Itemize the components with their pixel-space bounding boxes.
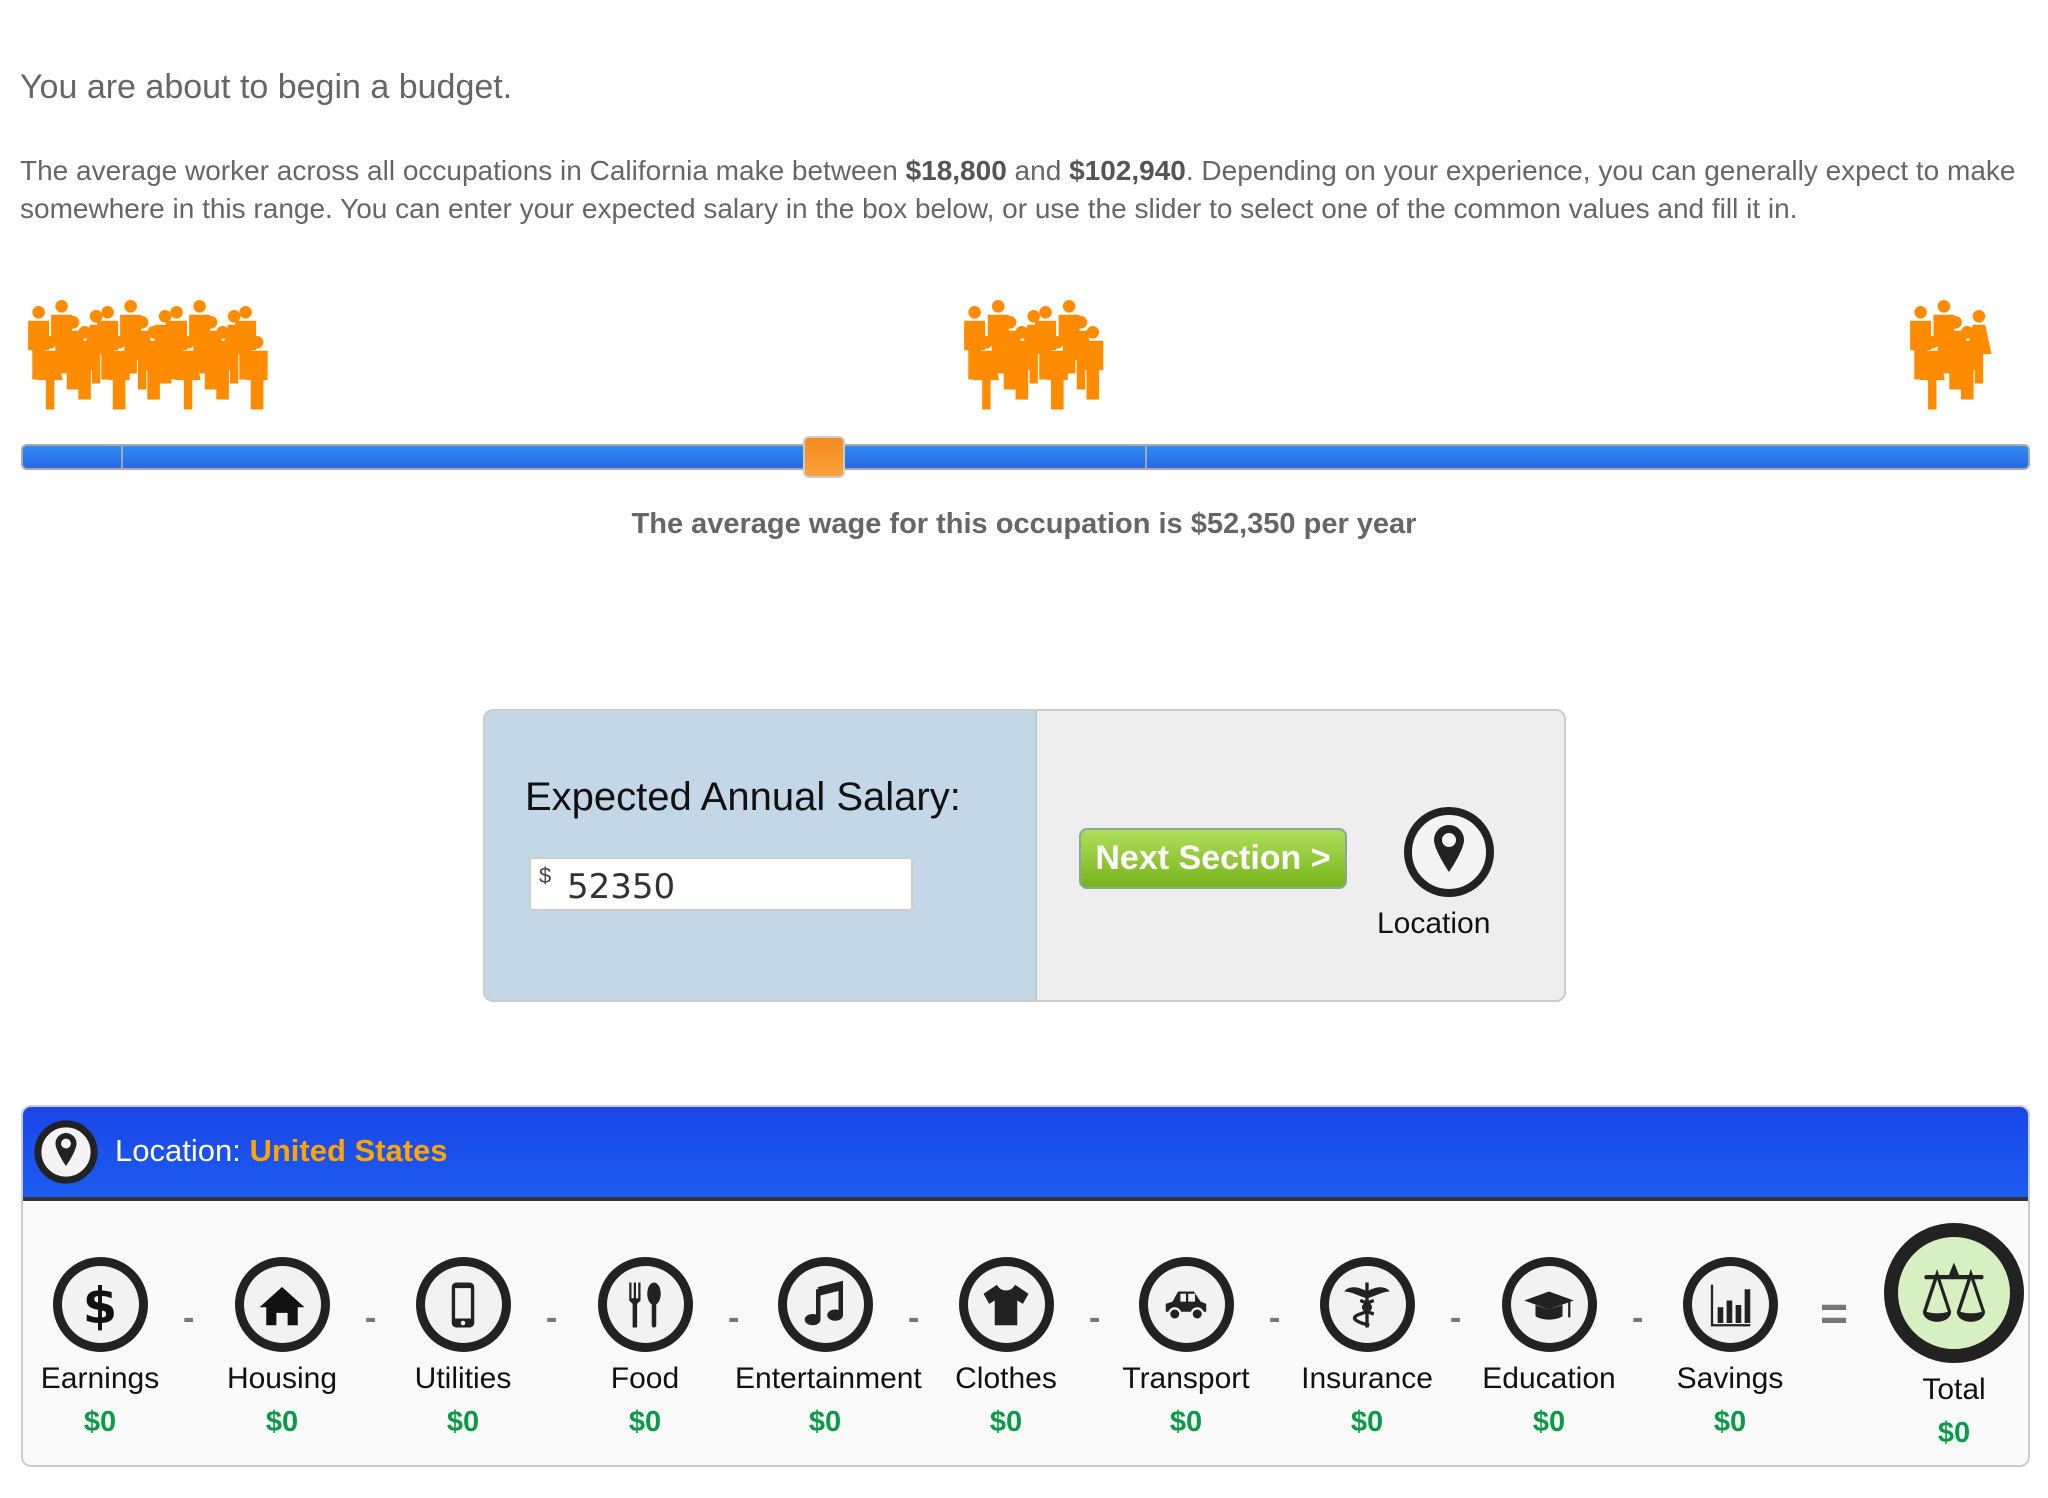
location-value[interactable]: United States	[249, 1133, 448, 1168]
budget-item-housing[interactable]: Housing $0	[192, 1257, 372, 1439]
minus-operator: -	[546, 1299, 558, 1337]
budget-total[interactable]: ⚖ Total $0	[1864, 1223, 2028, 1450]
budget-item-utilities[interactable]: Utilities $0	[373, 1257, 553, 1439]
currency-symbol: $	[539, 863, 552, 888]
page-title: You are about to begin a budget.	[20, 68, 513, 106]
max-salary: $102,940	[1069, 155, 1186, 186]
budget-item-value: $0	[265, 1406, 299, 1438]
text: The average worker across all occupation…	[20, 155, 906, 186]
location-header: Location: United States	[23, 1107, 2028, 1201]
location-text: Location: United States	[115, 1133, 448, 1169]
budget-item-value: $0	[808, 1406, 842, 1438]
people-group-icon	[1910, 300, 1992, 410]
budget-item-value: $0	[1350, 1406, 1384, 1438]
budget-item-transport[interactable]: Transport $0	[1096, 1257, 1276, 1439]
budget-summary-panel: Location: United States $ Earnings $0- Hous…	[21, 1105, 2030, 1467]
salary-slider-handle[interactable]	[803, 436, 845, 478]
people-group-icon	[28, 300, 268, 410]
person-icon	[1011, 326, 1033, 400]
minus-operator: -	[1632, 1299, 1644, 1337]
person-icon	[246, 336, 268, 410]
budget-item-value: $0	[628, 1406, 662, 1438]
salary-entry-panel: Expected Annual Salary: $	[485, 711, 1037, 1000]
salary-label: Expected Annual Salary:	[525, 775, 961, 819]
minus-operator: -	[728, 1299, 740, 1337]
budget-item-label: Transport	[1122, 1362, 1250, 1395]
svg-text:$: $	[83, 1278, 117, 1332]
minus-operator: -	[1450, 1299, 1462, 1337]
salary-slider-track[interactable]	[21, 444, 2030, 470]
location-label: Location:	[115, 1133, 250, 1168]
budget-item-label: Education	[1482, 1362, 1616, 1395]
dollar-icon: $	[52, 1257, 148, 1352]
salary-box: Expected Annual Salary: $ Next Section >…	[483, 709, 1566, 1002]
graduation-cap-icon	[1501, 1257, 1597, 1352]
minus-operator: -	[183, 1299, 195, 1337]
average-wage-text: The average wage for this occupation is …	[631, 508, 1417, 540]
caduceus-icon	[1319, 1257, 1415, 1352]
slider-tick	[1145, 446, 1147, 468]
budget-item-clothes[interactable]: Clothes $0	[916, 1257, 1096, 1439]
slider-tick	[121, 446, 123, 468]
budget-item-insurance[interactable]: Insurance $0	[1277, 1257, 1457, 1439]
budget-item-label: Savings	[1676, 1362, 1784, 1395]
people-group-icon	[964, 300, 1104, 410]
car-icon	[1138, 1257, 1234, 1352]
min-salary: $18,800	[905, 155, 1007, 186]
location-button-label[interactable]: Location	[1377, 907, 1491, 940]
budget-item-label: Entertainment	[735, 1362, 922, 1395]
budget-item-label: Food	[610, 1362, 680, 1395]
budget-item-value: $0	[989, 1406, 1023, 1438]
total-value: $0	[1937, 1417, 1971, 1449]
next-section-button[interactable]: Next Section >	[1079, 828, 1347, 889]
budget-item-entertainment[interactable]: Entertainment $0	[735, 1257, 922, 1439]
budget-item-label: Clothes	[955, 1362, 1057, 1395]
scales-icon: ⚖	[1884, 1223, 2024, 1363]
minus-operator: -	[365, 1299, 377, 1337]
total-label: Total	[1922, 1373, 1986, 1406]
budget-item-label: Earnings	[40, 1362, 160, 1395]
person-icon	[1082, 326, 1104, 400]
budget-item-savings[interactable]: Savings $0	[1640, 1257, 1820, 1439]
minus-operator: -	[1089, 1299, 1101, 1337]
bar-chart-icon	[1682, 1257, 1778, 1352]
location-pin-icon[interactable]	[1402, 805, 1496, 899]
phone-icon	[415, 1257, 511, 1352]
budget-item-value: $0	[446, 1406, 480, 1438]
budget-item-value: $0	[1713, 1406, 1747, 1438]
budget-item-food[interactable]: Food $0	[555, 1257, 735, 1439]
location-pin-icon[interactable]	[33, 1119, 99, 1185]
budget-item-value: $0	[1169, 1406, 1203, 1438]
person-icon	[1966, 310, 1992, 384]
budget-item-label: Utilities	[414, 1362, 512, 1395]
salary-input[interactable]	[567, 867, 897, 907]
budget-item-value: $0	[83, 1406, 117, 1438]
budget-item-label: Insurance	[1301, 1362, 1433, 1395]
budget-item-label: Housing	[226, 1362, 338, 1395]
fork-spoon-icon	[597, 1257, 693, 1352]
budget-item-value: $0	[1532, 1406, 1566, 1438]
shirt-icon	[958, 1257, 1054, 1352]
music-note-icon	[777, 1257, 873, 1352]
house-icon	[234, 1257, 330, 1352]
minus-operator: -	[908, 1299, 920, 1337]
text: . Depending on your experience, you can …	[20, 155, 2016, 224]
minus-operator: -	[1269, 1299, 1281, 1337]
text: and	[1006, 155, 1070, 186]
intro-paragraph: The average worker across all occupation…	[20, 152, 2030, 228]
salary-input-wrapper: $	[529, 857, 913, 911]
equals-operator: =	[1820, 1288, 1849, 1341]
budget-item-education[interactable]: Education $0	[1459, 1257, 1639, 1439]
budget-item-earnings[interactable]: $ Earnings $0	[23, 1257, 190, 1439]
